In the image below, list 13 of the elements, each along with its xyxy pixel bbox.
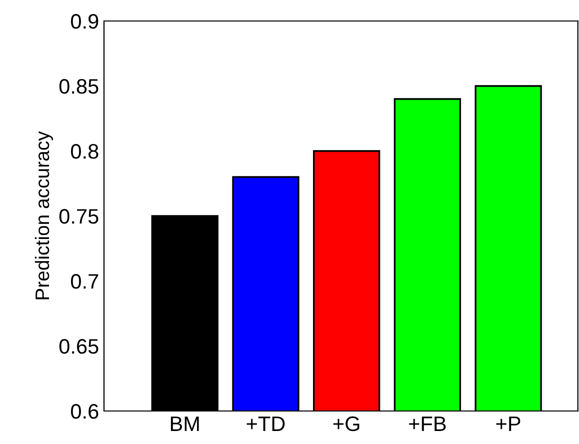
x-tick-label: +G [333,416,360,432]
y-tick-label: 0.85 [59,79,98,94]
y-axis-title: Prediction accuracy [34,131,54,300]
y-tick-label: 0.9 [70,14,98,29]
y-tick-label: 0.6 [70,404,98,419]
x-tick-label: +TD [246,416,285,431]
y-tick-label: 0.7 [70,274,98,289]
y-tick-label: 0.65 [59,339,98,354]
x-tick-label: +P [496,416,520,431]
x-tick-label: BM [170,416,199,431]
x-tick-label: +FB [409,416,446,431]
y-tick-label: 0.75 [59,209,98,224]
y-tick-label: 0.8 [70,144,98,159]
